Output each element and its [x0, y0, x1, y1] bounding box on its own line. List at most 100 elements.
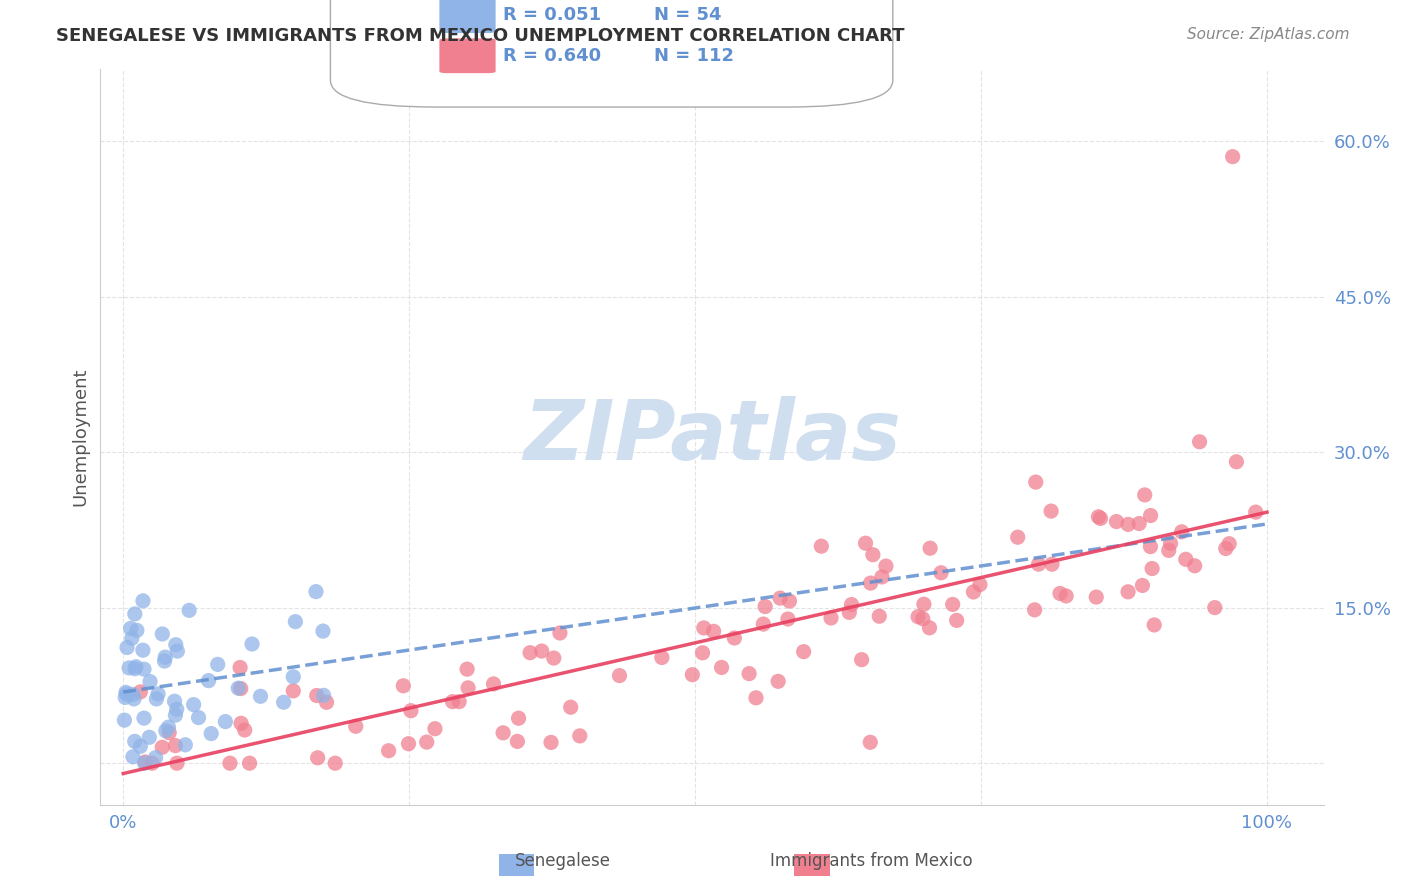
Immigrants from Mexico	[1225, 455, 1247, 469]
Immigrants from Mexico	[1090, 511, 1112, 525]
Immigrants from Mexico	[870, 570, 893, 584]
Senegalese	[125, 659, 148, 673]
Immigrants from Mexico	[560, 700, 582, 714]
FancyBboxPatch shape	[439, 0, 496, 33]
Senegalese	[312, 624, 335, 639]
Senegalese	[132, 643, 155, 657]
Immigrants from Mexico	[229, 716, 252, 731]
Immigrants from Mexico	[134, 755, 156, 769]
Immigrants from Mexico	[810, 539, 832, 553]
Immigrants from Mexico	[398, 737, 420, 751]
Immigrants from Mexico	[543, 651, 565, 665]
Immigrants from Mexico	[1222, 150, 1244, 164]
Immigrants from Mexico	[723, 631, 745, 645]
Senegalese	[124, 607, 146, 621]
Senegalese	[112, 713, 135, 727]
Immigrants from Mexico	[1139, 508, 1161, 523]
Immigrants from Mexico	[1143, 618, 1166, 632]
Senegalese	[226, 681, 249, 695]
Senegalese	[124, 662, 146, 676]
Immigrants from Mexico	[219, 756, 242, 771]
Immigrants from Mexico	[1105, 515, 1128, 529]
Immigrants from Mexico	[769, 591, 792, 606]
Senegalese	[166, 644, 188, 658]
Senegalese	[155, 723, 177, 738]
Immigrants from Mexico	[738, 666, 761, 681]
Immigrants from Mexico	[1087, 509, 1109, 524]
Senegalese	[155, 650, 177, 665]
Senegalese	[120, 622, 142, 636]
Immigrants from Mexico	[157, 725, 180, 739]
Immigrants from Mexico	[1204, 600, 1226, 615]
FancyBboxPatch shape	[439, 38, 496, 73]
Immigrants from Mexico	[1188, 434, 1211, 449]
Senegalese	[214, 714, 236, 729]
Immigrants from Mexico	[1218, 537, 1240, 551]
Senegalese	[122, 749, 145, 764]
Immigrants from Mexico	[377, 744, 399, 758]
Immigrants from Mexico	[1132, 578, 1154, 592]
Senegalese	[157, 720, 180, 734]
Immigrants from Mexico	[692, 646, 714, 660]
Immigrants from Mexico	[492, 726, 515, 740]
Immigrants from Mexico	[862, 548, 884, 562]
Senegalese	[122, 692, 145, 706]
Immigrants from Mexico	[305, 689, 328, 703]
Senegalese	[174, 738, 197, 752]
Senegalese	[305, 584, 328, 599]
Immigrants from Mexico	[1116, 517, 1139, 532]
Immigrants from Mexico	[441, 695, 464, 709]
Immigrants from Mexico	[609, 668, 631, 682]
Senegalese	[207, 657, 229, 672]
Senegalese	[124, 734, 146, 748]
Immigrants from Mexico	[912, 597, 935, 611]
Immigrants from Mexico	[229, 660, 252, 674]
Immigrants from Mexico	[482, 677, 505, 691]
Immigrants from Mexico	[838, 606, 860, 620]
Immigrants from Mexico	[793, 645, 815, 659]
Immigrants from Mexico	[911, 612, 934, 626]
Immigrants from Mexico	[315, 695, 337, 709]
Immigrants from Mexico	[1040, 504, 1063, 518]
Immigrants from Mexico	[283, 684, 305, 698]
Y-axis label: Unemployment: Unemployment	[72, 368, 89, 506]
Senegalese	[273, 695, 295, 709]
Immigrants from Mexico	[423, 722, 446, 736]
Senegalese	[138, 731, 160, 745]
Immigrants from Mexico	[942, 598, 965, 612]
Immigrants from Mexico	[519, 646, 541, 660]
Immigrants from Mexico	[416, 735, 439, 749]
FancyBboxPatch shape	[330, 0, 893, 107]
Immigrants from Mexico	[456, 662, 478, 676]
Immigrants from Mexico	[1244, 505, 1267, 519]
Senegalese	[132, 594, 155, 608]
Immigrants from Mexico	[875, 559, 897, 574]
Immigrants from Mexico	[1085, 590, 1108, 604]
Senegalese	[249, 690, 271, 704]
Text: R = 0.051: R = 0.051	[503, 6, 600, 24]
Senegalese	[312, 689, 335, 703]
Senegalese	[129, 739, 152, 754]
Immigrants from Mexico	[141, 756, 163, 771]
Immigrants from Mexico	[508, 711, 530, 725]
Immigrants from Mexico	[745, 690, 768, 705]
Senegalese	[139, 674, 162, 689]
Immigrants from Mexico	[1128, 516, 1150, 531]
Immigrants from Mexico	[752, 617, 775, 632]
Immigrants from Mexico	[307, 751, 329, 765]
Immigrants from Mexico	[1184, 558, 1206, 573]
Immigrants from Mexico	[1049, 586, 1071, 600]
Text: SENEGALESE VS IMMIGRANTS FROM MEXICO UNEMPLOYMENT CORRELATION CHART: SENEGALESE VS IMMIGRANTS FROM MEXICO UNE…	[56, 27, 904, 45]
Immigrants from Mexico	[1116, 584, 1139, 599]
Senegalese	[187, 710, 209, 724]
Immigrants from Mexico	[907, 609, 929, 624]
Immigrants from Mexico	[820, 611, 842, 625]
Text: Senegalese: Senegalese	[515, 852, 610, 870]
Senegalese	[166, 702, 188, 716]
Immigrants from Mexico	[238, 756, 260, 771]
Immigrants from Mexico	[1215, 541, 1237, 556]
Immigrants from Mexico	[568, 729, 591, 743]
Senegalese	[121, 632, 143, 646]
Senegalese	[163, 694, 186, 708]
Text: R = 0.640: R = 0.640	[503, 47, 600, 65]
